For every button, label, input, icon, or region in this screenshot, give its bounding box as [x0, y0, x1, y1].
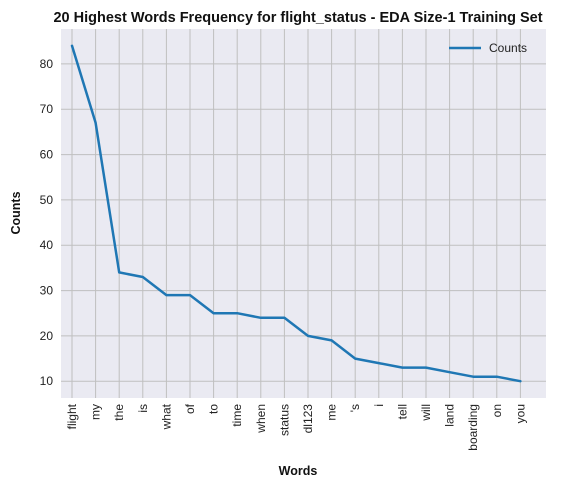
x-tick-label: boarding: [466, 404, 480, 451]
y-axis-ticks: 10 20 30 40 50 60 70 80: [40, 57, 54, 388]
y-tick-label: 10: [40, 374, 54, 388]
x-tick-label: my: [89, 404, 103, 420]
y-tick-label: 20: [40, 329, 54, 343]
x-tick-label: on: [490, 404, 504, 417]
x-axis-label: Words: [279, 464, 318, 478]
x-tick-label: is: [136, 404, 150, 413]
x-tick-label: status: [277, 404, 291, 436]
y-tick-label: 30: [40, 284, 54, 298]
gridlines: [61, 29, 546, 398]
plot-area: [61, 29, 546, 398]
x-tick-label: to: [207, 404, 221, 414]
y-tick-label: 60: [40, 148, 54, 162]
x-tick-label: i: [372, 404, 386, 407]
x-axis-ticks: flight my the is what of to time when status dl123…: [65, 403, 527, 450]
y-tick-label: 50: [40, 193, 54, 207]
x-tick-label: dl123: [301, 404, 315, 434]
x-tick-label: what: [159, 403, 173, 430]
x-tick-label: when: [254, 404, 268, 434]
legend-label-counts: Counts: [489, 41, 527, 55]
legend: Counts: [449, 41, 527, 55]
x-tick-label: the: [112, 404, 126, 421]
x-tick-label: you: [513, 404, 527, 423]
x-tick-label: will: [419, 404, 433, 422]
x-tick-label: me: [325, 404, 339, 421]
x-tick-label: 's: [348, 404, 362, 412]
y-axis-label: Counts: [9, 191, 23, 234]
y-tick-label: 40: [40, 238, 54, 252]
x-tick-label: time: [230, 404, 244, 427]
series-group: [70, 44, 522, 383]
series-line-counts: [70, 44, 522, 383]
chart-title: 20 Highest Words Frequency for flight_st…: [53, 10, 542, 26]
x-tick-label: flight: [65, 403, 79, 429]
x-tick-label: land: [443, 404, 457, 427]
y-tick-label: 70: [40, 102, 54, 116]
y-tick-label: 80: [40, 57, 54, 71]
x-tick-label: of: [183, 403, 197, 414]
x-tick-label: tell: [395, 404, 409, 419]
